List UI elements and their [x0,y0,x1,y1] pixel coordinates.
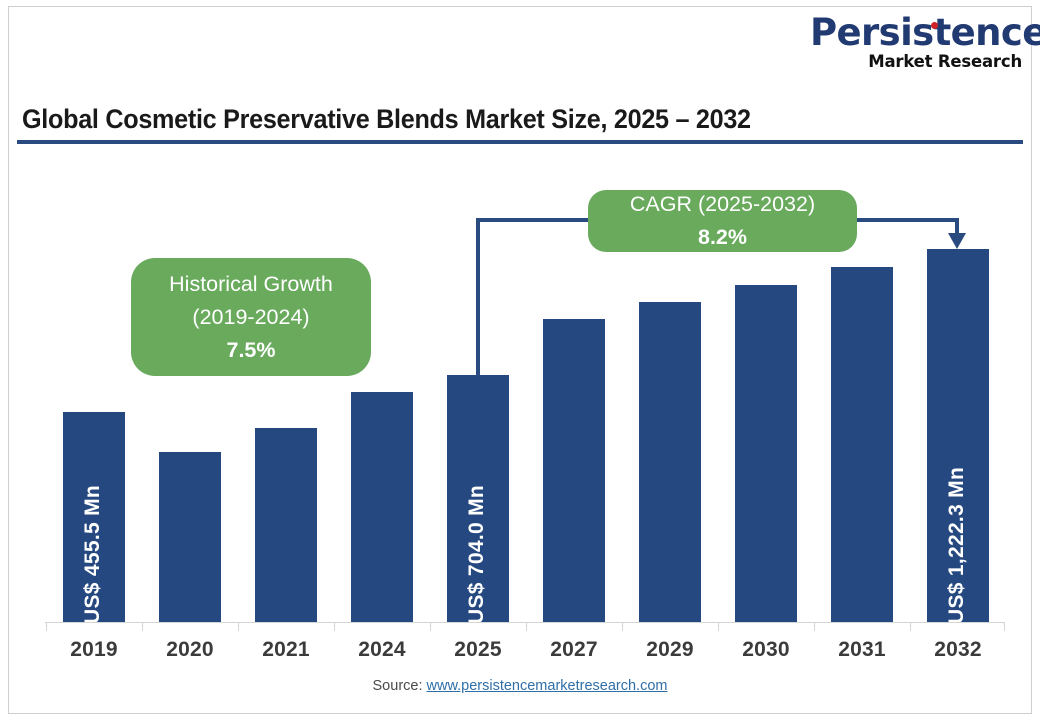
x-axis-tick-2031 [814,622,815,631]
brand-logo: Persistence Market Research [810,11,1040,71]
cagr-connector-right-stem [955,218,959,234]
bar-2027 [543,319,605,622]
bar-value-label-2025: US$ 704.0 Mn [465,485,488,624]
cagr-line1: CAGR (2025-2032) [629,192,816,216]
cagr-callout: CAGR (2025-2032) 8.2% [588,190,857,252]
bar-value-label-2019: US$ 455.5 Mn [81,485,104,624]
bar-2030 [735,285,797,622]
bar-2024 [351,392,413,622]
x-axis-tick-2032 [910,622,911,631]
bar-2032 [927,249,989,622]
x-axis-label-2029: 2029 [646,638,694,661]
x-axis-label-2020: 2020 [166,638,214,661]
cagr-connector-left-stem [476,218,480,376]
bar-2021 [255,428,317,622]
bar-2029 [639,302,701,622]
x-axis-tick-2030 [718,622,719,631]
x-axis-tick-2020 [142,622,143,631]
x-axis-tick-2025 [430,622,431,631]
page-title: Global Cosmetic Preservative Blends Mark… [22,104,751,134]
title-underline-rule [17,140,1023,144]
source-link[interactable]: www.persistencemarketresearch.com [426,678,668,694]
x-axis-label-2021: 2021 [262,638,310,661]
x-axis-tick-2029 [622,622,623,631]
x-axis-label-2025: 2025 [454,638,502,661]
brand-logo-dot-icon [931,22,938,29]
historical-growth-callout: Historical Growth (2019-2024) 7.5% [131,258,371,376]
x-axis-tick-2024 [334,622,335,631]
x-axis-label-2024: 2024 [358,638,406,661]
x-axis-label-2027: 2027 [550,638,598,661]
bar-2020 [159,452,221,622]
x-axis-tick-2019 [46,622,47,631]
x-axis-label-2032: 2032 [934,638,982,661]
historical-growth-line1: Historical Growth [169,271,333,296]
cagr-value: 8.2% [697,225,747,249]
x-axis-line [45,622,1005,623]
brand-logo-name: Persistence [810,11,1040,54]
x-axis-label-2030: 2030 [742,638,790,661]
x-axis-tick-2027 [526,622,527,631]
historical-growth-line2: (2019-2024) [192,304,310,329]
brand-logo-tagline: Market Research [868,52,1022,71]
cagr-connector-arrow-icon [948,233,966,249]
x-axis-tick-end [1004,622,1005,631]
bar-2031 [831,267,893,622]
x-axis-label-2031: 2031 [838,638,886,661]
bar-value-label-2032: US$ 1,222.3 Mn [945,466,968,624]
source-prefix: Source: [372,678,427,694]
source-note: Source: www.persistencemarketresearch.co… [0,678,1040,694]
x-axis-label-2019: 2019 [70,638,118,661]
bar-2025 [447,375,509,622]
historical-growth-value: 7.5% [226,337,276,362]
x-axis-tick-2021 [238,622,239,631]
bar-2019 [63,412,125,622]
